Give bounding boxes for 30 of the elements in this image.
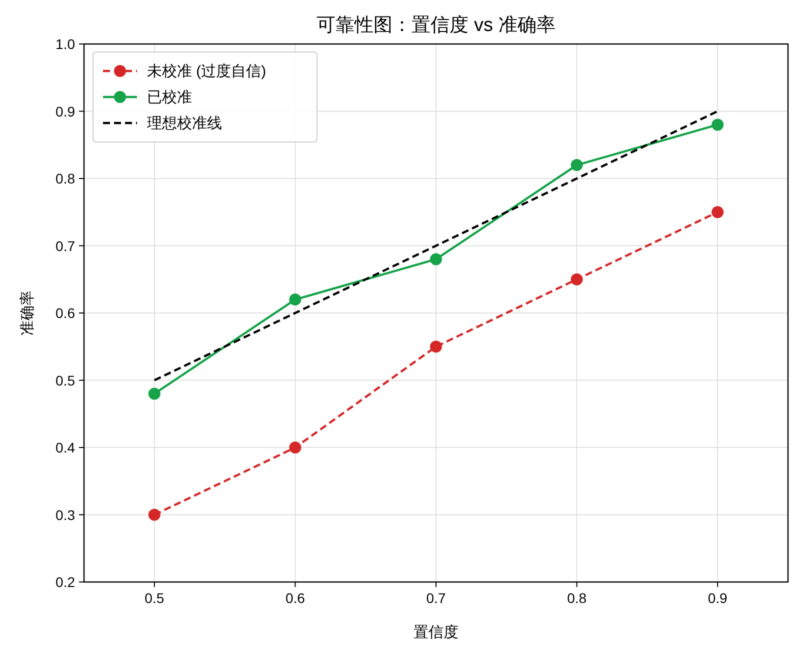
- chart-title: 可靠性图：置信度 vs 准确率: [316, 14, 556, 36]
- y-tick-label: 0.5: [56, 372, 76, 388]
- x-tick-label: 0.5: [144, 590, 164, 606]
- point: [289, 442, 302, 454]
- point: [570, 159, 583, 172]
- x-tick-label: 0.7: [426, 590, 446, 606]
- y-tick-label: 0.6: [56, 305, 76, 321]
- point: [712, 118, 724, 131]
- y-tick-label: 0.9: [56, 103, 76, 120]
- y-tick-label: 1.0: [56, 36, 76, 52]
- point: [289, 294, 302, 306]
- legend-label: 理想校准线: [147, 115, 222, 132]
- point: [148, 388, 160, 400]
- x-tick-label: 0.9: [708, 590, 728, 606]
- y-tick-label: 0.2: [56, 574, 76, 590]
- legend-label: 未校准 (过度自信): [147, 63, 266, 80]
- x-tick-label: 0.8: [567, 590, 587, 606]
- point: [712, 206, 724, 218]
- y-tick-label: 0.4: [56, 440, 76, 456]
- y-axis-title: 准确率: [19, 290, 36, 336]
- y-tick-label: 0.3: [56, 506, 76, 523]
- x-axis-title: 置信度: [414, 624, 458, 641]
- y-tick-label: 0.7: [56, 238, 76, 254]
- point: [570, 273, 583, 286]
- point: [430, 340, 442, 353]
- y-tick-label: 0.8: [56, 170, 76, 186]
- point: [430, 253, 442, 266]
- legend-label: 已校准: [147, 89, 192, 106]
- x-tick-label: 0.6: [285, 590, 306, 606]
- point: [148, 508, 160, 521]
